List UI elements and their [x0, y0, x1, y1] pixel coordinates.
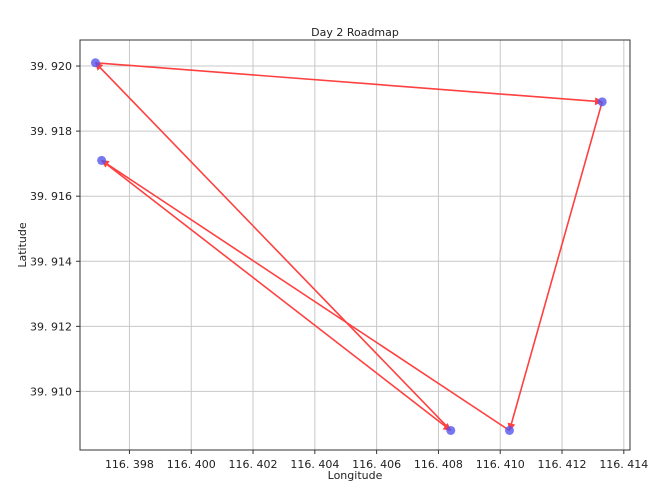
- route-segment-2: [94, 62, 452, 432]
- location-point-5: [504, 425, 514, 435]
- route-segment-3: [95, 61, 603, 106]
- location-point-2: [597, 97, 607, 107]
- grid-lines: [80, 40, 630, 450]
- y-axis-label: Latitude: [16, 222, 29, 268]
- x-tick-label: 116. 404: [290, 458, 339, 471]
- x-tick-labels: 116. 398 116. 400 116. 402 116. 404 116. 406…: [105, 450, 648, 471]
- location-point-4: [446, 425, 456, 435]
- route-arrows: [94, 61, 603, 432]
- x-tick-label: 116. 402: [229, 458, 278, 471]
- y-tick-label: 39. 914: [30, 255, 72, 268]
- plot-frame: [79, 39, 631, 451]
- x-tick-label: 116. 406: [352, 458, 401, 471]
- route-segment-1: [101, 159, 452, 432]
- x-tick-label: 116. 408: [414, 458, 463, 471]
- route-segment-4: [507, 101, 603, 432]
- y-tick-label: 39. 916: [30, 190, 72, 203]
- x-axis-label: Longitude: [328, 469, 383, 482]
- x-tick-label: 116. 398: [105, 458, 154, 471]
- y-tick-label: 39. 920: [30, 60, 72, 73]
- location-point-3: [97, 155, 107, 165]
- x-tick-label: 116. 414: [599, 458, 648, 471]
- location-points: [90, 58, 607, 435]
- y-tick-label: 39. 918: [30, 125, 72, 138]
- chart-title: Day 2 Roadmap: [311, 26, 399, 39]
- y-tick-label: 39. 912: [30, 320, 72, 333]
- y-tick-label: 39. 910: [30, 385, 72, 398]
- location-point-1: [90, 58, 100, 68]
- route-segment-5: [100, 159, 510, 432]
- x-tick-label: 116. 410: [476, 458, 525, 471]
- x-tick-label: 116. 412: [538, 458, 587, 471]
- x-tick-label: 116. 400: [167, 458, 216, 471]
- y-tick-labels: 39. 910 39. 912 39. 914 39. 916 39. 918 39. 9…: [30, 60, 80, 398]
